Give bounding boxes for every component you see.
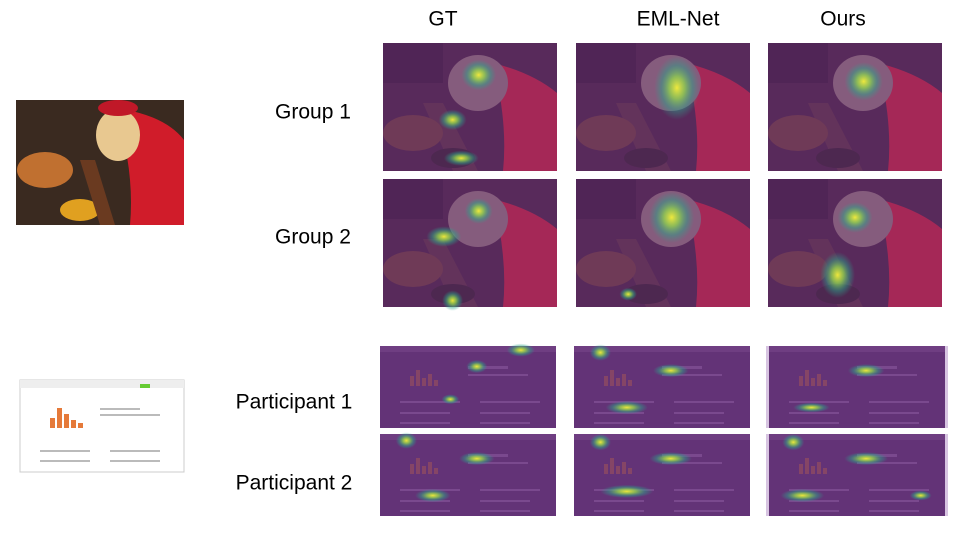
heat-blob (844, 452, 888, 466)
saliency-panel (576, 179, 750, 307)
row-label: Group 1 (275, 101, 351, 124)
heat-blob (461, 59, 497, 91)
saliency-panel (766, 346, 948, 428)
heat-blob (649, 191, 695, 243)
heat-blob (506, 343, 535, 357)
heat-blob (909, 490, 932, 501)
overlay (383, 179, 557, 307)
heat-blob (649, 452, 692, 466)
overlay (768, 179, 942, 307)
saliency-panel (574, 344, 750, 428)
source-webpage (19, 379, 185, 473)
heat-blob (442, 290, 464, 311)
heat-blob (605, 400, 648, 415)
heat-blob (782, 434, 805, 451)
heat-blob (395, 432, 417, 449)
row-label: Group 2 (275, 226, 351, 249)
saliency-panel (768, 43, 942, 171)
saliency-panel (766, 434, 948, 516)
heat-blob (844, 62, 883, 101)
heat-blob (654, 55, 700, 120)
saliency-panel (574, 434, 750, 516)
heat-blob (780, 488, 825, 503)
heat-blob (589, 344, 611, 361)
heat-blob (600, 484, 654, 498)
column-header: GT (428, 8, 457, 31)
heat-blob (415, 488, 451, 503)
overlay (766, 346, 948, 428)
heat-blob (426, 226, 462, 247)
heat-blob (459, 452, 495, 466)
overlay (380, 346, 556, 428)
saliency-panel (768, 179, 942, 307)
row-label: Participant 1 (236, 391, 353, 414)
saliency-panel (380, 343, 556, 428)
heat-blob (793, 402, 830, 413)
heat-blob (837, 202, 873, 233)
overlay (768, 43, 942, 171)
heat-blob (653, 364, 689, 378)
saliency-panel (383, 43, 557, 171)
heat-blob (441, 394, 460, 405)
heat-blob (820, 251, 855, 299)
heat-blob (589, 434, 611, 451)
row-label: Participant 2 (236, 472, 353, 495)
saliency-panel (380, 432, 556, 516)
saliency-panel (576, 43, 750, 171)
source-photo (16, 100, 184, 225)
heat-blob (438, 109, 467, 131)
heat-blob (619, 287, 637, 301)
heat-blob (443, 150, 479, 166)
heat-blob (464, 198, 493, 224)
column-header: Ours (820, 8, 866, 31)
column-header: EML-Net (637, 8, 720, 31)
heat-blob (847, 364, 885, 378)
heat-blob (466, 359, 488, 374)
saliency-panel (383, 179, 557, 311)
